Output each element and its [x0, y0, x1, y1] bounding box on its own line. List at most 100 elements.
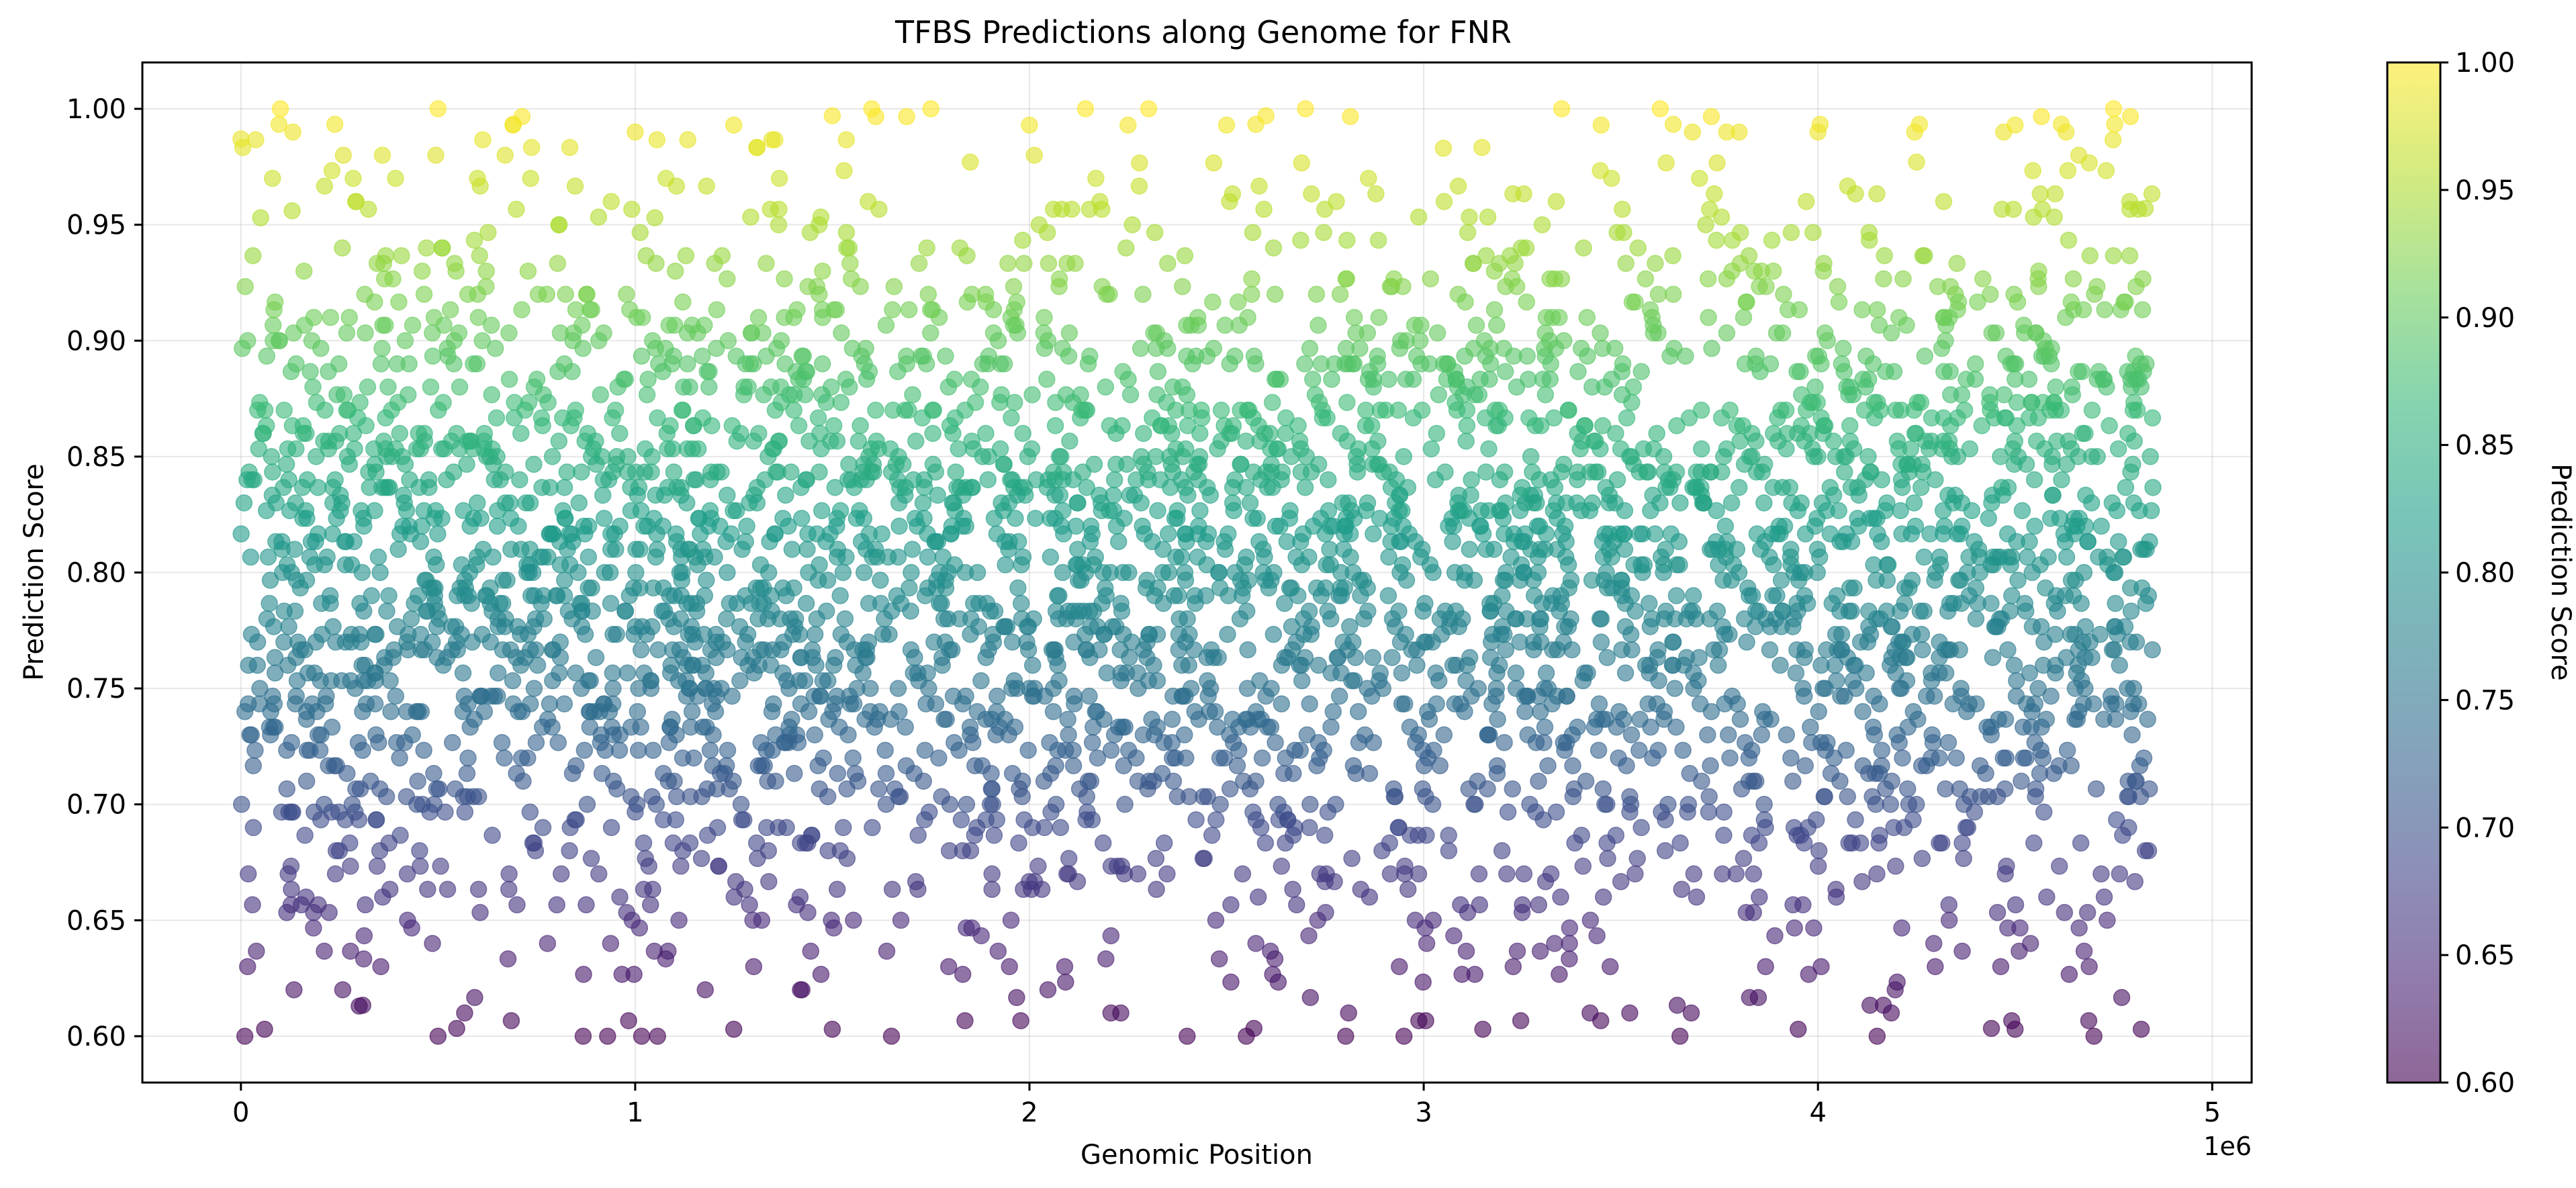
scatter-point [1132, 340, 1150, 357]
scatter-point [823, 107, 841, 125]
scatter-point [2135, 749, 2153, 767]
scatter-point [2063, 378, 2080, 396]
scatter-point [890, 788, 907, 805]
scatter-point [1715, 803, 1733, 821]
scatter-point [1708, 502, 1725, 520]
scatter-point [1753, 726, 1770, 743]
scatter-point [285, 324, 303, 342]
scatter-point [396, 494, 413, 512]
scatter-point [316, 177, 334, 195]
scatter-point [366, 502, 383, 520]
scatter-point [867, 402, 884, 419]
scatter-point [1264, 479, 1281, 496]
scatter-point [2050, 757, 2068, 774]
scatter-point [1646, 525, 1664, 543]
scatter-point [1709, 656, 1727, 674]
scatter-point [275, 402, 293, 419]
scatter-point [275, 633, 293, 651]
scatter-point [2080, 1012, 2098, 1030]
scatter-point [1483, 625, 1502, 643]
scatter-point [1466, 966, 1484, 983]
scatter-point [1154, 563, 1172, 582]
scatter-point [1303, 618, 1320, 635]
scatter-point [565, 409, 583, 427]
scatter-point [489, 664, 507, 682]
scatter-point [1250, 177, 1268, 195]
scatter-point [1269, 795, 1287, 813]
scatter-point [1988, 788, 2007, 805]
scatter-point [631, 919, 649, 937]
scatter-point [465, 231, 484, 249]
scatter-point [258, 347, 275, 365]
scatter-point [1854, 702, 1872, 721]
scatter-point [1422, 270, 1439, 287]
scatter-point [1875, 270, 1892, 287]
scatter-point [1418, 827, 1435, 844]
scatter-point [1805, 448, 1823, 465]
scatter-point [301, 548, 319, 566]
scatter-point [1042, 764, 1060, 782]
scatter-point [608, 448, 626, 465]
scatter-point [1563, 641, 1581, 659]
scatter-point [1579, 664, 1596, 682]
colorbar-tick-label: 0.90 [2455, 303, 2515, 334]
scatter-point [800, 702, 818, 721]
scatter-point [551, 649, 569, 666]
scatter-point [2048, 432, 2066, 450]
scatter-point [809, 572, 827, 589]
scatter-point [1461, 541, 1479, 558]
scatter-point [1121, 386, 1140, 404]
scatter-point [1868, 1027, 1886, 1045]
scatter-point [631, 224, 649, 241]
scatter-point [854, 463, 872, 481]
scatter-point [1385, 780, 1403, 798]
scatter-point [1338, 394, 1356, 412]
scatter-point [964, 733, 982, 751]
scatter-point [1606, 340, 1624, 357]
scatter-point [303, 332, 321, 350]
scatter-point [1297, 100, 1314, 118]
scatter-point [448, 424, 465, 443]
scatter-point [302, 533, 320, 551]
scatter-point [811, 463, 828, 481]
scatter-point [1966, 355, 1984, 373]
scatter-point [2058, 741, 2076, 759]
scatter-point [1464, 255, 1482, 272]
scatter-point [1641, 664, 1658, 682]
scatter-point [1050, 610, 1068, 628]
scatter-point [320, 363, 337, 381]
scatter-point [944, 687, 962, 705]
scatter-point [1174, 277, 1191, 295]
scatter-point [1025, 146, 1043, 164]
scatter-point [1763, 231, 1781, 249]
scatter-point [1616, 618, 1635, 635]
scatter-point [1155, 733, 1172, 751]
scatter-point [1982, 402, 1999, 419]
scatter-point [425, 764, 443, 782]
scatter-point [983, 865, 1001, 883]
scatter-point [640, 858, 657, 875]
scatter-point [1116, 795, 1134, 813]
scatter-point [1054, 340, 1072, 357]
scatter-point [1416, 594, 1434, 612]
scatter-point [1970, 548, 1988, 566]
scatter-point [2092, 865, 2110, 883]
scatter-point [1109, 533, 1128, 551]
scatter-point [355, 517, 373, 535]
scatter-point [1047, 795, 1065, 813]
scatter-point [2126, 873, 2144, 890]
scatter-point [1561, 919, 1579, 937]
colorbar-tick-label: 0.95 [2455, 175, 2515, 206]
scatter-point [1904, 702, 1922, 721]
scatter-point [1129, 865, 1147, 883]
scatter-point [1393, 556, 1412, 574]
scatter-point [1691, 695, 1709, 713]
scatter-point [1005, 301, 1023, 318]
scatter-point [1966, 371, 1984, 388]
scatter-point [1775, 285, 1792, 303]
scatter-point [2007, 687, 2025, 705]
scatter-point [1095, 625, 1113, 643]
scatter-point [342, 672, 360, 690]
scatter-point [1736, 733, 1754, 751]
